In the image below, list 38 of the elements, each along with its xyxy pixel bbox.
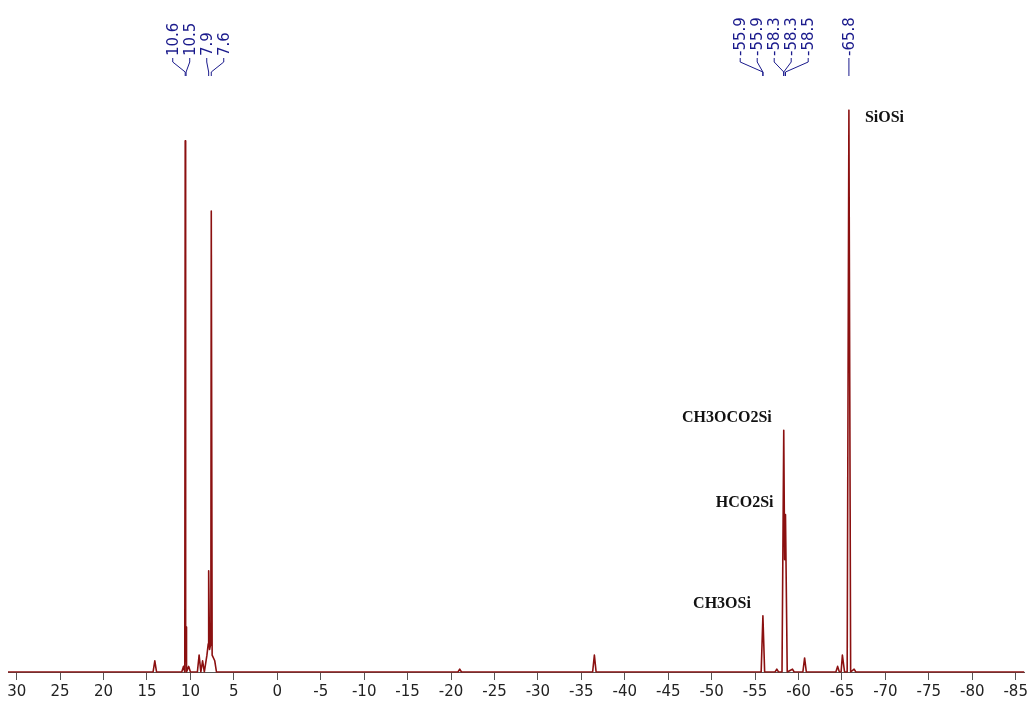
x-tick-label: 20 bbox=[94, 681, 114, 700]
annotation: 10.6 bbox=[163, 22, 182, 56]
x-tick-label: -40 bbox=[612, 681, 638, 700]
x-tick-label: -35 bbox=[569, 681, 594, 700]
x-tick-label: 10 bbox=[180, 681, 200, 700]
annotation: -58.5 bbox=[799, 17, 818, 56]
x-tick-label: -75 bbox=[916, 681, 942, 700]
annotation: CH3OCO2Si bbox=[681, 408, 773, 426]
annotation: -55.9 bbox=[731, 17, 750, 56]
x-tick-label: 5 bbox=[229, 681, 239, 700]
x-tick-label: 30 bbox=[7, 681, 27, 700]
x-tick-label: -60 bbox=[786, 681, 811, 700]
x-tick-label: -10 bbox=[351, 681, 377, 700]
annotation: CH3OSi bbox=[693, 593, 752, 611]
annotation: -58.3 bbox=[782, 17, 801, 56]
annotation: -65.8 bbox=[839, 17, 858, 56]
x-tick-label: 0 bbox=[272, 681, 283, 700]
annotation: HCO2Si bbox=[715, 492, 775, 510]
x-tick-label: -65 bbox=[829, 681, 855, 700]
x-tick-label: -70 bbox=[873, 681, 898, 700]
annotation: 10.5 bbox=[180, 22, 199, 56]
x-tick-label: -45 bbox=[655, 681, 681, 700]
x-tick-label: -15 bbox=[395, 681, 420, 700]
annotation: SiOSi bbox=[864, 108, 905, 126]
x-tick-label: -80 bbox=[960, 681, 985, 700]
annotation: -58.3 bbox=[765, 17, 784, 56]
annotation: -55.9 bbox=[748, 17, 767, 56]
annotation: 7.6 bbox=[214, 32, 233, 56]
x-tick-label: -5 bbox=[313, 681, 329, 700]
x-tick-label: -30 bbox=[525, 681, 551, 700]
x-tick-label: -85 bbox=[1003, 681, 1028, 700]
x-tick-label: 25 bbox=[50, 681, 70, 700]
x-tick-label: -50 bbox=[699, 681, 724, 700]
x-tick-label: -25 bbox=[482, 681, 507, 700]
x-tick-label: -20 bbox=[438, 681, 464, 700]
x-tick-label: 15 bbox=[137, 681, 157, 700]
x-tick-label: -55 bbox=[742, 681, 768, 700]
annotation: 7.9 bbox=[197, 32, 216, 56]
